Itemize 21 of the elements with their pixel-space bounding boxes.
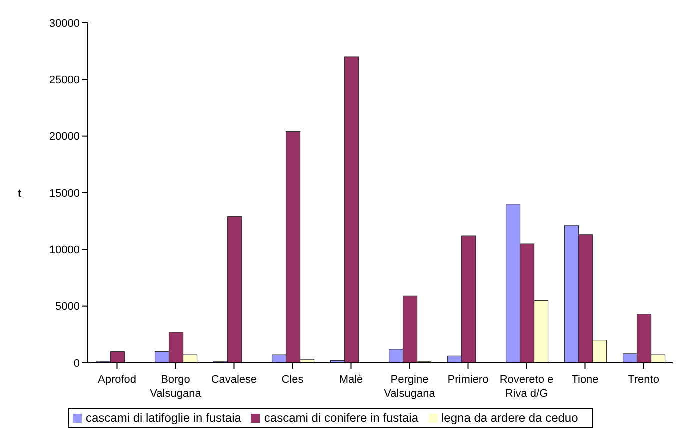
legend-label: cascami di conifere in fustaia <box>264 411 418 425</box>
y-tick-label: 0 <box>74 358 80 370</box>
y-axis-title: t <box>18 188 22 200</box>
x-tick-label: Cles <box>282 374 304 386</box>
y-tick-label: 5000 <box>56 301 80 314</box>
legend-label: cascami di latifoglie in fustaia <box>86 411 242 425</box>
x-tick-label: Primiero <box>448 374 489 386</box>
y-tick-label: 20000 <box>49 131 80 144</box>
y-tick-label: 15000 <box>49 188 80 200</box>
x-tick-label: Trento <box>628 374 660 386</box>
legend-label: legna da ardere da ceduo <box>442 411 578 425</box>
x-tick-label: Borgo Valsugana <box>150 374 202 400</box>
x-tick-label: Tione <box>572 374 599 386</box>
y-tick-label: 10000 <box>49 244 80 257</box>
y-tick-label: 30000 <box>49 18 80 30</box>
x-tick-label: Pergine Valsugana <box>384 374 436 400</box>
x-tick-label: Malè <box>339 374 364 386</box>
x-tick-label: Aprofod <box>98 374 137 386</box>
x-tick-label: Cavalese <box>211 374 258 386</box>
y-tick-label: 25000 <box>49 74 80 87</box>
x-tick-label: Rovereto e Riva d/G <box>500 374 554 400</box>
